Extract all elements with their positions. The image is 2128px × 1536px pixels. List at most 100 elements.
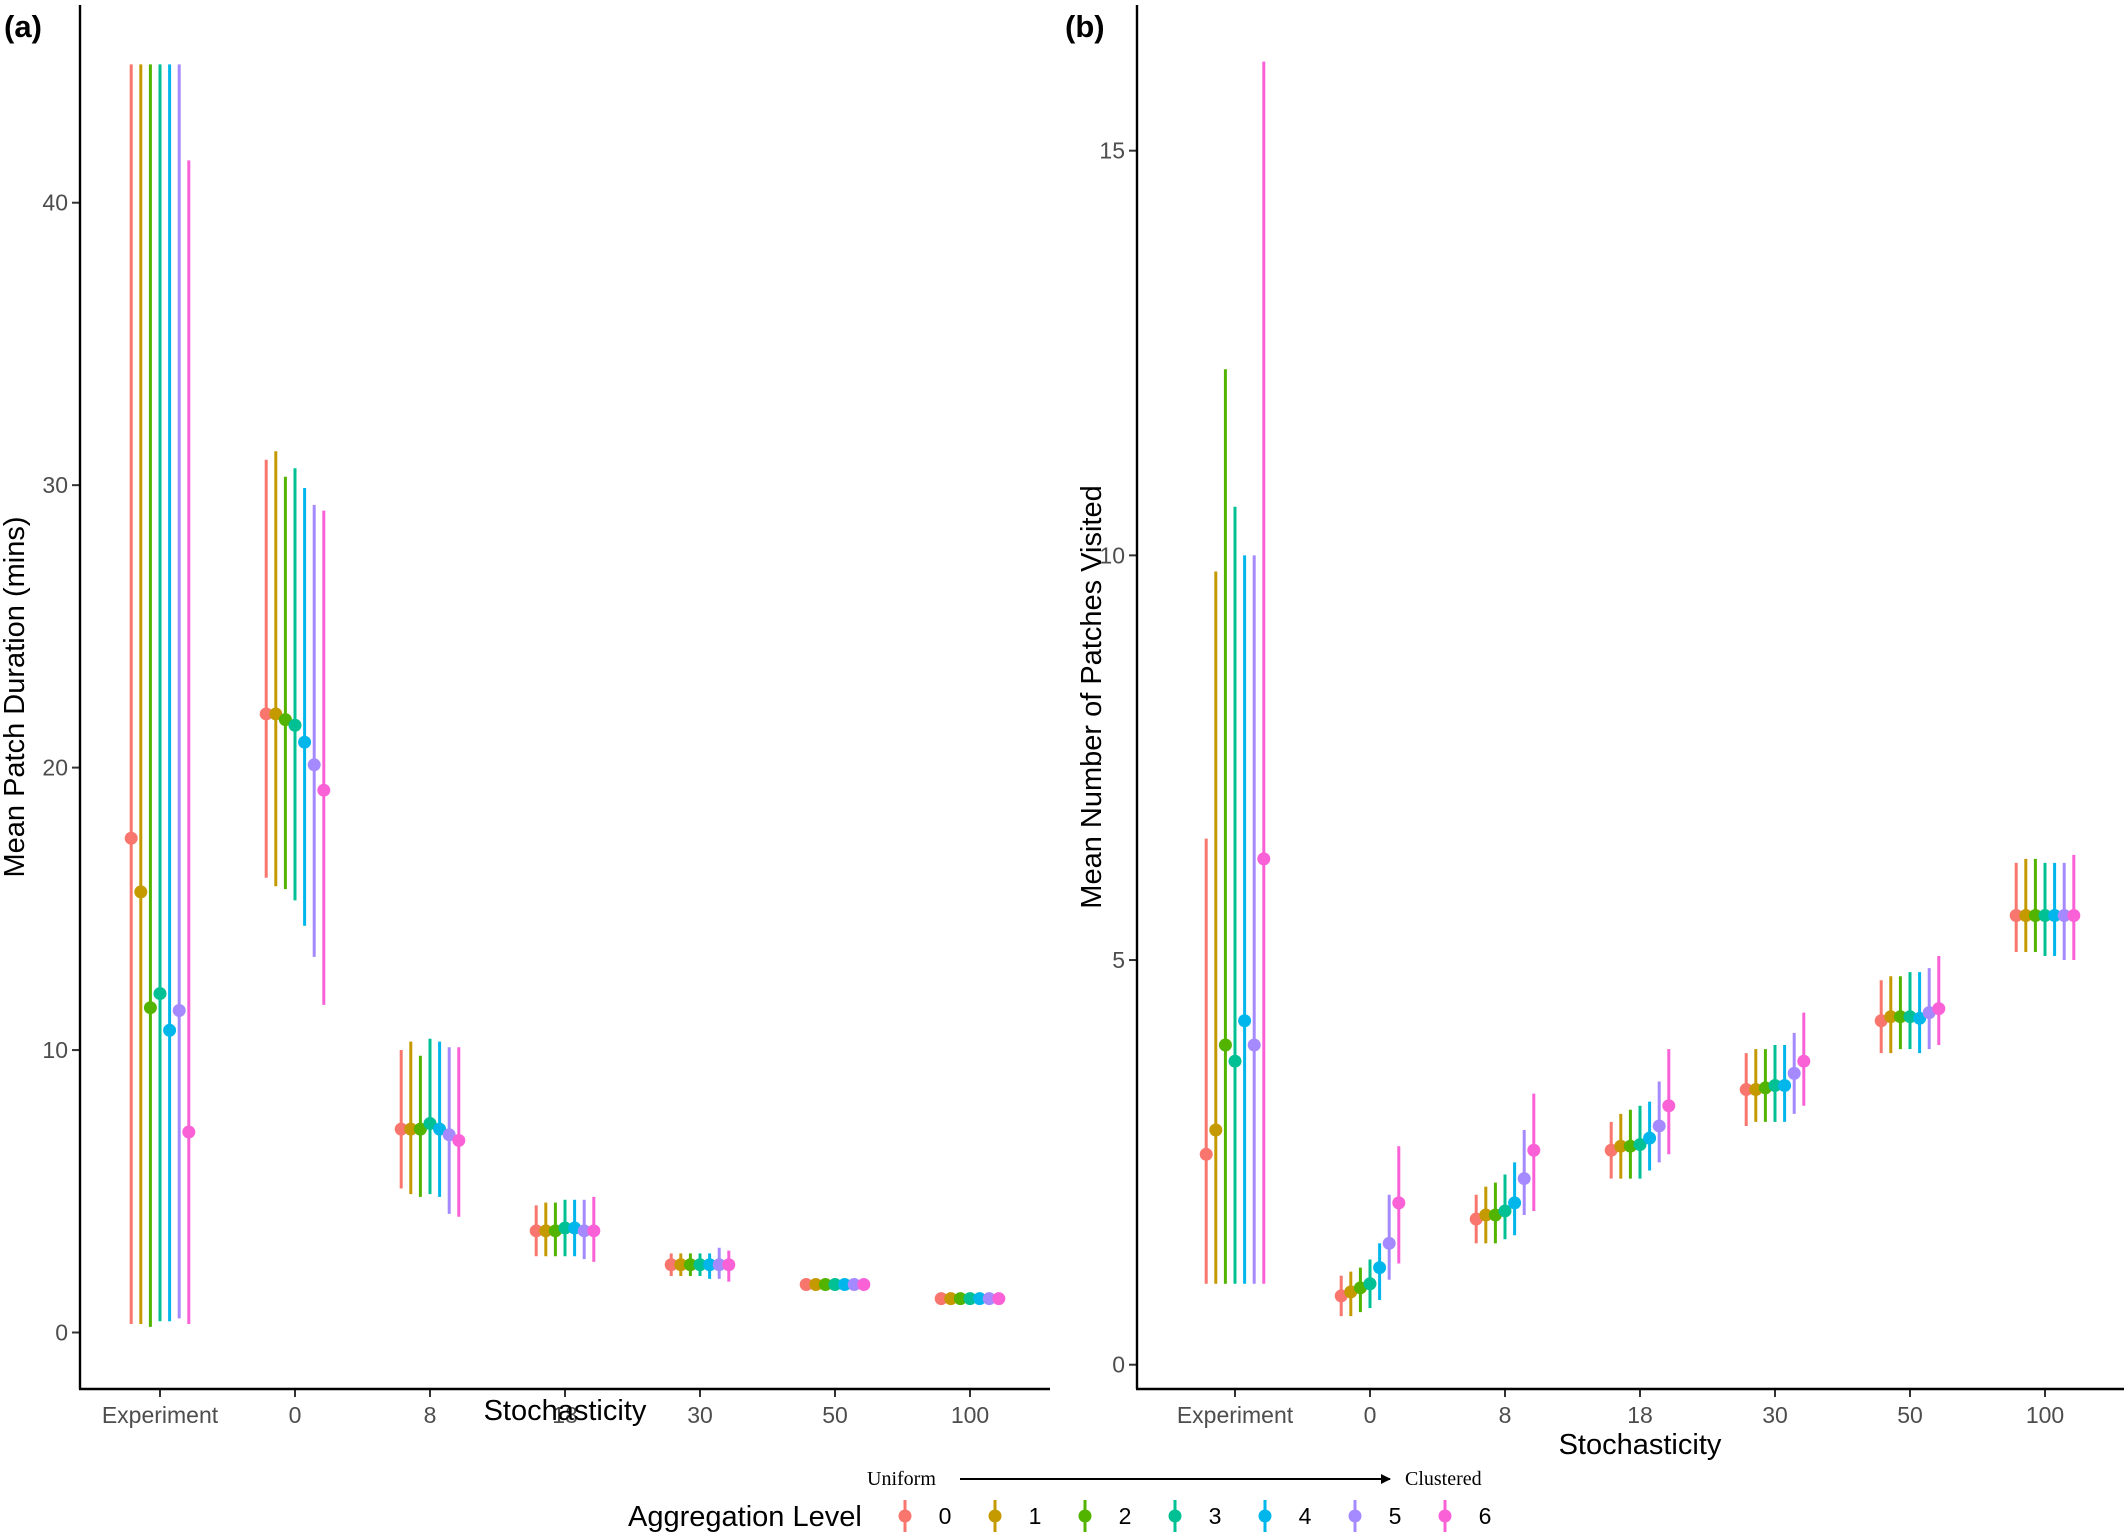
data-point [838,1277,852,1291]
data-point [664,1258,678,1272]
data-point [1633,1138,1647,1152]
x-tick-label: Experiment [1177,1402,1294,1428]
data-point [143,1001,157,1015]
legend-key-label: 5 [1389,1503,1402,1529]
legend-key-point [1168,1509,1182,1523]
data-point [1199,1147,1213,1161]
legend-key-point [1348,1509,1362,1523]
panel-b-marks [1199,61,2081,1317]
legend-key-label: 0 [939,1503,952,1529]
data-point [703,1258,717,1272]
data-point [693,1258,707,1272]
data-point [587,1224,601,1238]
data-point [683,1258,697,1272]
data-point [1749,1083,1763,1097]
y-tick-label: 0 [55,1320,68,1346]
series-0 [124,64,948,1325]
data-point [577,1224,591,1238]
series-3 [1228,506,2052,1309]
data-point [953,1292,967,1306]
data-point [1884,1010,1898,1024]
data-point [1623,1139,1637,1153]
x-tick-label: 100 [951,1402,989,1428]
data-point [317,783,331,797]
data-point [1373,1261,1387,1275]
data-point [1257,852,1271,866]
legend-keys: 0 1 2 3 4 5 6 [898,1500,1492,1532]
legend-key-label: 6 [1479,1503,1492,1529]
data-point [442,1128,456,1142]
data-point [1893,1010,1907,1024]
data-point [1479,1208,1493,1222]
series-1 [134,64,958,1325]
legend-key-point [1438,1509,1452,1523]
data-point [712,1258,726,1272]
data-point [423,1116,437,1130]
data-point [2009,909,2023,923]
data-point [278,713,292,727]
data-point [944,1292,958,1306]
data-point [153,987,167,1001]
data-point [404,1122,418,1136]
data-point [1787,1066,1801,1080]
series-5 [1247,555,2071,1284]
legend-key-4: 4 [1258,1500,1312,1532]
legend-title: Aggregation Level [628,1501,862,1533]
x-tick-label: 8 [424,1402,437,1428]
x-tick-label: 18 [552,1402,578,1428]
aggregation-arrow: Uniform Clustered [867,1468,1482,1490]
x-tick-label: 30 [687,1402,713,1428]
panel-a-label: (a) [4,9,42,44]
data-point [847,1277,861,1291]
data-point [1527,1143,1541,1157]
data-point [1508,1196,1522,1210]
panel-b: (b) 0 5 10 15 Experiment 0 8 18 30 50 100 Stochas… [1065,5,2124,1461]
data-point [2028,909,2042,923]
data-point [2038,909,2052,923]
legend-key-label: 3 [1209,1503,1222,1529]
legend: Aggregation Level 0 1 2 3 4 5 6 [628,1500,1491,1533]
data-point [1517,1172,1531,1186]
data-point [2067,909,2081,923]
data-point [1228,1054,1242,1068]
y-tick-label: 20 [42,755,68,781]
data-point [394,1122,408,1136]
data-point [269,707,283,721]
data-point [1662,1099,1676,1113]
legend-key-point [988,1509,1002,1523]
data-point [1614,1139,1628,1153]
series-6 [182,160,1006,1325]
panel-a-y-ticks: 0 10 20 30 40 [42,190,80,1346]
x-tick-label: 50 [1897,1402,1923,1428]
legend-key-0: 0 [898,1500,952,1532]
x-tick-label: 100 [2026,1402,2064,1428]
data-point [992,1292,1006,1306]
legend-key-point [1078,1509,1092,1523]
data-point [1238,1014,1252,1028]
x-tick-label: 50 [822,1402,848,1428]
series-5 [172,64,996,1319]
panel-a-marks [124,64,1006,1327]
legend-key-label: 4 [1299,1503,1312,1529]
y-tick-label: 10 [42,1037,68,1063]
arrow-label-clustered: Clustered [1405,1468,1482,1490]
data-point [163,1023,177,1037]
data-point [963,1292,977,1306]
legend-key-5: 5 [1348,1500,1402,1532]
panel-a-x-axis-title: Stochasticity [484,1395,647,1427]
y-tick-label: 40 [42,190,68,216]
data-point [934,1292,948,1306]
data-point [529,1224,543,1238]
legend-key-point [1258,1509,1272,1523]
data-point [1209,1123,1223,1137]
series-0 [1199,838,2023,1317]
data-point [288,718,302,732]
series-1 [1209,571,2033,1317]
legend-key-point [898,1509,912,1523]
series-4 [1238,555,2062,1300]
data-point [799,1277,813,1291]
data-point [1778,1078,1792,1092]
series-3 [153,64,977,1322]
legend-key-6: 6 [1438,1500,1492,1532]
